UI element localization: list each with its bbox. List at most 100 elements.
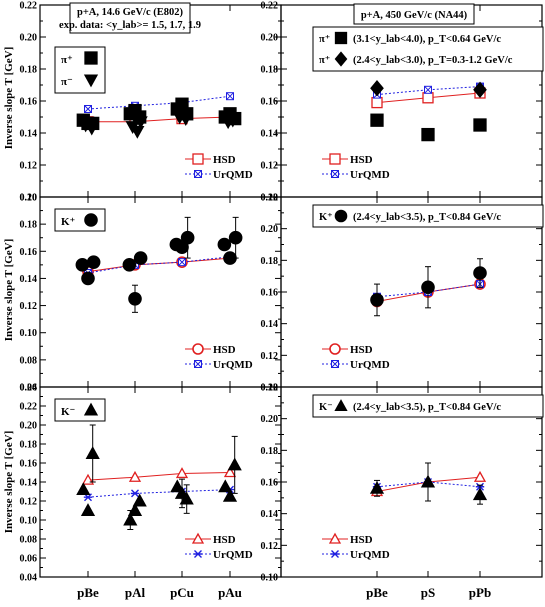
header-left-box: p+A, 14.6 GeV/c (E802) exp. data: <y_lab… [59,2,201,34]
ytick-label: 0.10 [20,328,38,339]
particle-box [312,26,544,72]
category-label: pBe [366,585,388,600]
data-point [80,503,96,516]
series-point-urqmd-cross [424,85,432,94]
ytick-label: 0.16 [261,478,279,489]
legend-urqmd-marker [194,360,202,368]
data-point [228,230,243,245]
ytick-label: 0.22 [20,1,38,12]
legend-hsd-label: HSD [213,154,236,166]
legend-hsd-marker [328,532,342,544]
particle-range: (3.1<y_lab<4.0), p_T<0.64 GeV/c [353,34,501,45]
ytick-label: 0.12 [20,497,38,508]
particle-range: (2.4<y_lab<3.5), p_T<0.84 GeV/c [353,212,501,223]
ytick-label: 0.12 [20,161,38,172]
legend-urqmd-label: UrQMD [350,549,390,561]
ytick-label: 0.14 [261,319,279,330]
particle-label: K⁻ [61,406,76,418]
ytick-label: 0.12 [261,161,279,172]
data-point [84,122,99,136]
legend-urqmd-marker [331,360,339,368]
header-right-line1: p+A, 450 GeV/c (NA44) [361,10,468,21]
data-point [127,503,143,516]
ytick-label: 0.16 [20,247,38,258]
data-point [370,79,384,97]
data-point [86,255,101,269]
legend-hsd-label: HSD [213,344,236,356]
data-point [122,258,137,272]
data-point [133,251,148,265]
category-label: pCu [170,585,194,600]
legend-urqmd-label: UrQMD [350,169,390,181]
series-point-urqmd [226,92,234,101]
data-point [133,116,148,130]
data-point [370,293,384,307]
data-point [76,482,91,496]
legend-urqmd-marker-cross [194,170,202,178]
legend-hsd-label: HSD [350,154,373,166]
legend-urqmd-marker-cross [331,170,339,178]
series-point-hsd [175,467,189,479]
data-point [225,114,240,128]
data-point [473,266,487,280]
ytick-label: 0.22 [20,402,38,413]
particle-label: K⁺ [319,212,333,223]
data-point [132,493,147,507]
legend-hsd-marker [329,343,341,355]
ytick-label: 0.18 [261,65,279,76]
series-line-urqmd [376,86,481,96]
ytick-label: 0.20 [261,414,279,425]
particle-marker [84,51,98,65]
particle-label: π⁻ [61,76,73,88]
ytick-label: 0.16 [20,459,38,470]
data-point [178,113,193,126]
ylabel-middle: Inverse slope T [GeV] [3,239,15,342]
legend-hsd-marker [191,532,205,544]
legend-urqmd-marker [330,550,340,558]
data-point [473,118,487,132]
legend-urqmd-label: UrQMD [213,169,253,181]
legend-hsd-label: HSD [350,344,373,356]
data-point [170,479,185,493]
series-line-hsd [88,116,231,123]
data-point [227,457,242,471]
ytick-label: 0.16 [20,97,38,108]
legend-hsd-marker [192,153,204,165]
ytick-label: 0.20 [20,33,38,44]
particle-box [312,394,544,418]
legend-urqmd-label: UrQMD [213,359,253,371]
particle-range: (2.4<y_lab<3.5), p_T<0.84 GeV/c [353,402,501,413]
particle-marker [83,402,99,416]
ytick-label: 0.08 [20,535,38,546]
particle-marker [83,74,99,88]
data-point [370,113,384,127]
ytick-label: 0.16 [261,288,279,299]
ytick-label: 0.14 [20,274,38,285]
ytick-label: 0.18 [261,256,279,267]
category-label: pAu [218,585,242,600]
category-label: pPb [469,585,491,600]
series-point-urqmd [178,258,186,267]
particle-label: K⁻ [319,402,333,413]
particle-box [312,204,544,228]
ytick-label: 0.22 [261,383,279,394]
ytick-label: 0.06 [20,554,38,565]
data-point [130,125,145,139]
header-left-line2: exp. data: <y_lab>= 1.5, 1.7, 1.9 [59,20,201,31]
legend-hsd-marker [329,153,341,165]
ytick-label: 0.20 [261,33,279,44]
data-point [75,258,90,272]
ylabel-bottom: Inverse slope T [GeV] [3,431,15,534]
legend-urqmd-marker [194,170,202,178]
ytick-label: 0.12 [261,541,279,552]
ytick-label: 0.18 [261,446,279,457]
data-point [222,488,238,502]
legend-hsd-label: HSD [350,534,373,546]
panel-kminus-e802: 0.04 0.06 0.08 0.10 0.12 0.14 0.16 0.18 0.20 0.22… [20,383,282,584]
ytick-label: 0.20 [20,193,38,204]
data-point [217,237,232,252]
ytick-label: 0.14 [20,478,38,489]
series-point-hsd [223,466,237,478]
series-line-urqmd [376,283,481,298]
